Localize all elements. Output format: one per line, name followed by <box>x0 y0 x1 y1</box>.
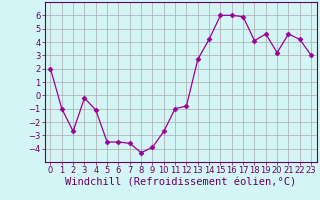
X-axis label: Windchill (Refroidissement éolien,°C): Windchill (Refroidissement éolien,°C) <box>65 178 296 188</box>
